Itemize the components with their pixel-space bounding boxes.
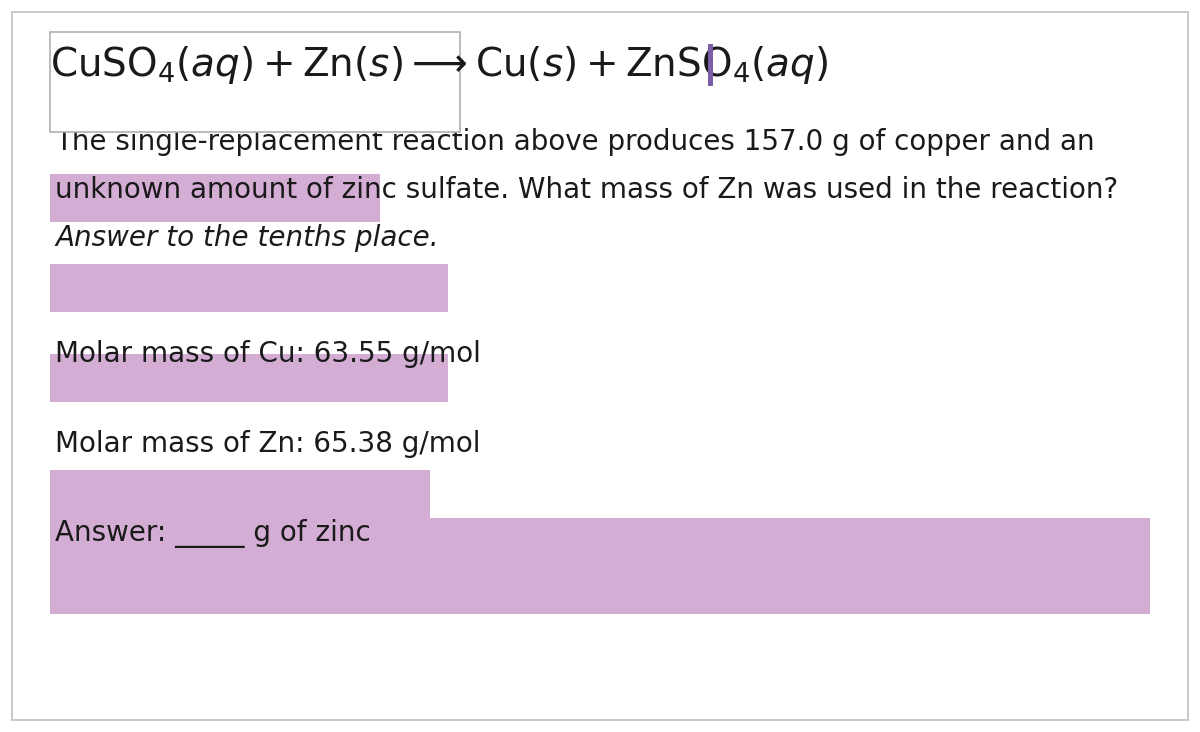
Text: Molar mass of Cu: 63.55 g/mol: Molar mass of Cu: 63.55 g/mol	[55, 340, 481, 368]
FancyBboxPatch shape	[708, 44, 713, 86]
Text: Molar mass of Zn: 65.38 g/mol: Molar mass of Zn: 65.38 g/mol	[55, 430, 480, 458]
FancyBboxPatch shape	[50, 32, 460, 132]
Text: $\mathrm{CuSO_4}(\mathit{aq}) + \mathrm{Zn}(\mathit{s}) \longrightarrow \mathrm{: $\mathrm{CuSO_4}(\mathit{aq}) + \mathrm{…	[50, 44, 828, 86]
Text: Answer: _____ g of zinc: Answer: _____ g of zinc	[55, 520, 371, 548]
FancyBboxPatch shape	[50, 174, 380, 222]
FancyBboxPatch shape	[50, 518, 1150, 614]
FancyBboxPatch shape	[50, 470, 430, 518]
Text: Answer to the tenths place.: Answer to the tenths place.	[55, 224, 439, 252]
FancyBboxPatch shape	[50, 264, 448, 312]
Text: unknown amount of zinc sulfate. What mass of Zn was used in the reaction?: unknown amount of zinc sulfate. What mas…	[55, 176, 1118, 204]
FancyBboxPatch shape	[50, 354, 448, 402]
Text: The single-replacement reaction above produces 157.0 g of copper and an: The single-replacement reaction above pr…	[55, 128, 1094, 156]
